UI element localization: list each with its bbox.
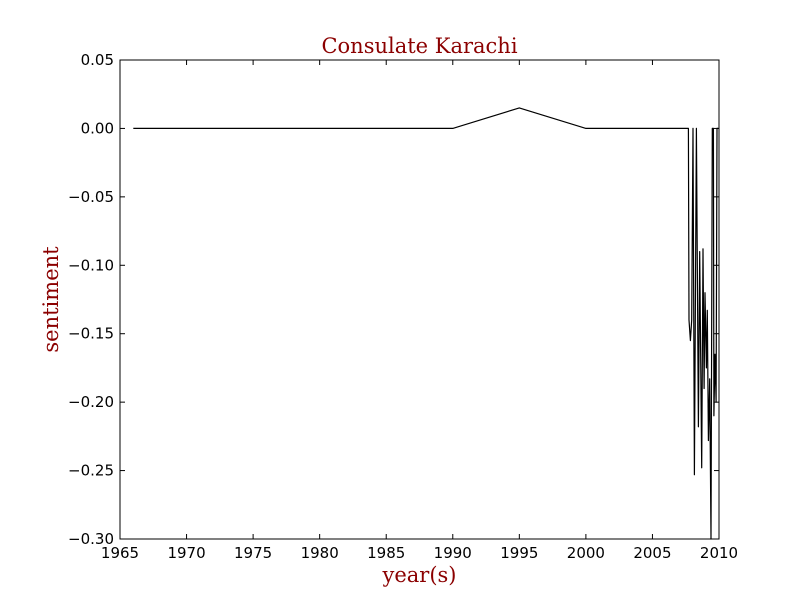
- y-tick-label: −0.30: [68, 530, 114, 548]
- y-tick-label: −0.10: [68, 256, 114, 274]
- plot-frame: [119, 59, 720, 540]
- series-line: [133, 107, 719, 540]
- x-tick-label: 2000: [567, 544, 605, 562]
- y-tick-label: −0.15: [68, 325, 114, 343]
- x-tick-label: 1975: [234, 544, 272, 562]
- chart-title: Consulate Karachi: [321, 34, 517, 58]
- x-tick-label: 1985: [367, 544, 405, 562]
- ticks-layer: 1965 1970 1975 1980 1985 1990 1995 2000 2005 2010…: [68, 51, 738, 562]
- x-tick-label: 2005: [633, 544, 671, 562]
- y-tick-label: −0.20: [68, 393, 114, 411]
- x-tick-label: 2010: [700, 544, 738, 562]
- y-tick-label: 0.05: [81, 51, 114, 69]
- y-tick-label: −0.25: [68, 462, 114, 480]
- x-tick-label: 1980: [301, 544, 339, 562]
- y-tick-label: −0.05: [68, 188, 114, 206]
- x-tick-label: 1965: [101, 544, 139, 562]
- y-tick-label: 0.00: [81, 119, 114, 137]
- x-axis-label: year(s): [381, 563, 456, 587]
- x-tick-label: 1970: [167, 544, 205, 562]
- y-axis-label: sentiment: [39, 246, 63, 353]
- plot-layer: [133, 107, 719, 540]
- x-tick-label: 1990: [434, 544, 472, 562]
- x-tick-label: 1995: [500, 544, 538, 562]
